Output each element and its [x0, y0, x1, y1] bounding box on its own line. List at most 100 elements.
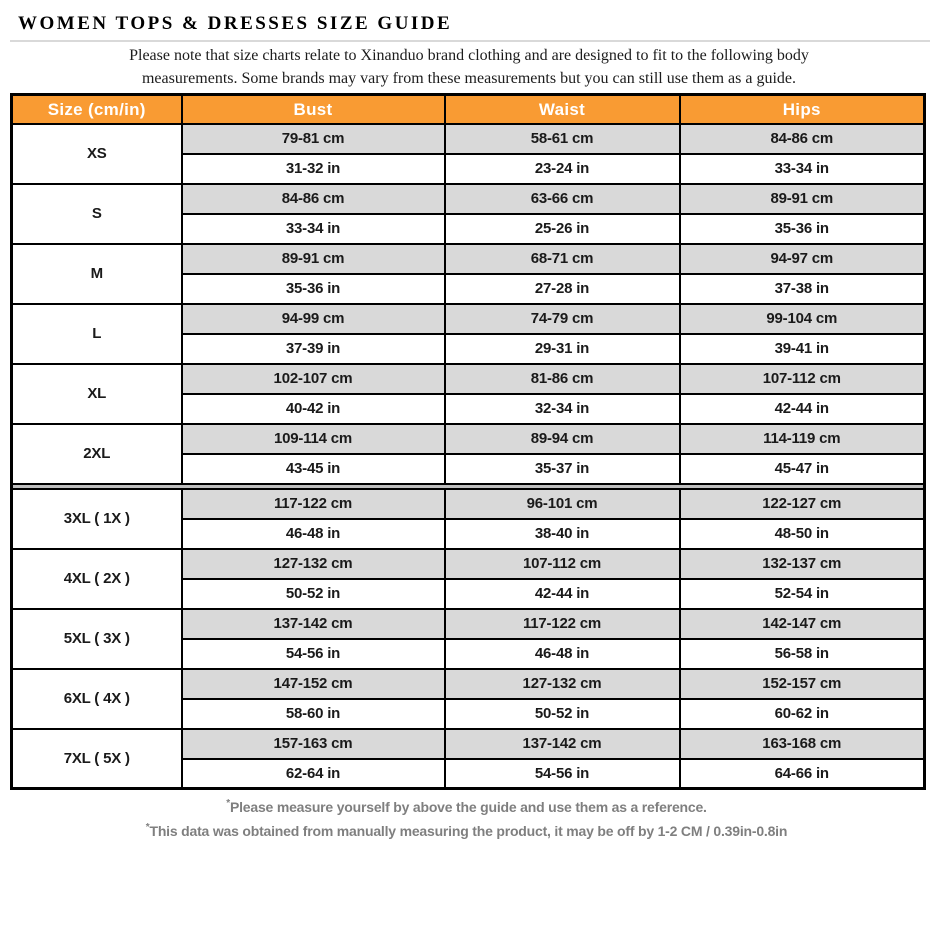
hips-cm-cell: 152-157 cm [678, 667, 926, 700]
waist-cm-cell: 89-94 cm [443, 422, 681, 455]
hips-in-cell: 39-41 in [678, 332, 926, 365]
header-row: Size (cm/in) Bust Waist Hips [10, 93, 926, 125]
column-header-size: Size (cm/in) [10, 93, 183, 125]
size-label-cell: S [10, 182, 183, 245]
size-row-cm: 6XL ( 4X ) 147-152 cm 127-132 cm 152-157… [10, 667, 926, 730]
hips-cm-cell: 142-147 cm [678, 607, 926, 640]
waist-in-cell: 35-37 in [443, 452, 681, 485]
footnotes: *Please measure yourself by above the gu… [10, 796, 923, 844]
size-table-header: Size (cm/in) Bust Waist Hips [10, 93, 926, 125]
size-row-in: 50-52 in 42-44 in 52-54 in [12, 577, 926, 610]
plus-size-separator [10, 482, 926, 490]
hips-cm-cell: 89-91 cm [678, 182, 926, 215]
size-row-in: 35-36 in 27-28 in 37-38 in [12, 272, 926, 305]
bust-cm-cell: 147-152 cm [180, 667, 446, 700]
bust-cm-cell: 94-99 cm [180, 302, 446, 335]
waist-in-cell: 25-26 in [443, 212, 681, 245]
hips-in-cell: 35-36 in [678, 212, 926, 245]
bust-in-cell: 35-36 in [180, 272, 446, 305]
size-row-in: 31-32 in 23-24 in 33-34 in [12, 152, 926, 185]
size-label-cell: M [10, 242, 183, 305]
size-label-cell: 4XL ( 2X ) [10, 547, 183, 610]
size-label-cell: L [10, 302, 183, 365]
hips-in-cell: 52-54 in [678, 577, 926, 610]
hips-in-cell: 45-47 in [678, 452, 926, 485]
waist-cm-cell: 68-71 cm [443, 242, 681, 275]
bust-in-cell: 62-64 in [180, 757, 446, 790]
bust-cm-cell: 137-142 cm [180, 607, 446, 640]
size-row-in: 46-48 in 38-40 in 48-50 in [12, 517, 926, 550]
waist-in-cell: 54-56 in [443, 757, 681, 790]
size-label-cell: XS [10, 122, 183, 185]
waist-cm-cell: 81-86 cm [443, 362, 681, 395]
bust-in-cell: 58-60 in [180, 697, 446, 730]
hips-cm-cell: 99-104 cm [678, 302, 926, 335]
bust-in-cell: 33-34 in [180, 212, 446, 245]
size-row-cm: S 84-86 cm 63-66 cm 89-91 cm [10, 182, 926, 245]
hips-cm-cell: 84-86 cm [678, 122, 926, 155]
bust-cm-cell: 84-86 cm [180, 182, 446, 215]
waist-in-cell: 23-24 in [443, 152, 681, 185]
waist-cm-cell: 127-132 cm [443, 667, 681, 700]
bust-cm-cell: 102-107 cm [180, 362, 446, 395]
size-row-in: 62-64 in 54-56 in 64-66 in [12, 757, 926, 790]
waist-cm-cell: 117-122 cm [443, 607, 681, 640]
intro-line-1: Please note that size charts relate to X… [129, 47, 809, 64]
size-label-cell: XL [10, 362, 183, 425]
size-label-cell: 3XL ( 1X ) [10, 487, 183, 550]
waist-in-cell: 50-52 in [443, 697, 681, 730]
hips-in-cell: 33-34 in [678, 152, 926, 185]
hips-cm-cell: 122-127 cm [678, 487, 926, 520]
bust-cm-cell: 117-122 cm [180, 487, 446, 520]
bust-cm-cell: 127-132 cm [180, 547, 446, 580]
waist-in-cell: 27-28 in [443, 272, 681, 305]
waist-in-cell: 42-44 in [443, 577, 681, 610]
footnote-measure-reference: *Please measure yourself by above the gu… [226, 798, 707, 816]
size-guide-table: Size (cm/in) Bust Waist Hips XS 79-81 cm… [10, 93, 926, 791]
hips-cm-cell: 107-112 cm [678, 362, 926, 395]
size-row-cm: 7XL ( 5X ) 157-163 cm 137-142 cm 163-168… [10, 727, 926, 790]
size-row-in: 33-34 in 25-26 in 35-36 in [12, 212, 926, 245]
hips-in-cell: 56-58 in [678, 637, 926, 670]
footnote-data-accuracy: *This data was obtained from manually me… [145, 822, 788, 840]
bust-in-cell: 46-48 in [180, 517, 446, 550]
hips-in-cell: 60-62 in [678, 697, 926, 730]
hips-cm-cell: 114-119 cm [678, 422, 926, 455]
size-row-cm: M 89-91 cm 68-71 cm 94-97 cm [10, 242, 926, 305]
hips-cm-cell: 163-168 cm [678, 727, 926, 760]
title-divider [10, 40, 930, 42]
bust-cm-cell: 157-163 cm [180, 727, 446, 760]
size-row-in: 40-42 in 32-34 in 42-44 in [12, 392, 926, 425]
hips-in-cell: 64-66 in [678, 757, 926, 790]
footnote-asterisk: * [145, 822, 150, 834]
size-row-cm: 5XL ( 3X ) 137-142 cm 117-122 cm 142-147… [10, 607, 926, 670]
size-row-cm: XS 79-81 cm 58-61 cm 84-86 cm [10, 122, 926, 185]
waist-cm-cell: 137-142 cm [443, 727, 681, 760]
waist-in-cell: 29-31 in [443, 332, 681, 365]
page-title: WOMEN TOPS & DRESSES SIZE GUIDE [18, 13, 453, 34]
intro-text: Please note that size charts relate to X… [4, 45, 934, 90]
size-row-cm: 3XL ( 1X ) 117-122 cm 96-101 cm 122-127 … [10, 487, 926, 550]
hips-in-cell: 37-38 in [678, 272, 926, 305]
size-row-in: 54-56 in 46-48 in 56-58 in [12, 637, 926, 670]
column-header-bust: Bust [180, 93, 446, 125]
waist-cm-cell: 74-79 cm [443, 302, 681, 335]
bust-cm-cell: 89-91 cm [180, 242, 446, 275]
size-row-cm: L 94-99 cm 74-79 cm 99-104 cm [10, 302, 926, 365]
bust-cm-cell: 79-81 cm [180, 122, 446, 155]
waist-cm-cell: 96-101 cm [443, 487, 681, 520]
column-header-hips: Hips [678, 93, 926, 125]
hips-cm-cell: 94-97 cm [678, 242, 926, 275]
footnote-asterisk: * [226, 798, 230, 810]
size-row-in: 37-39 in 29-31 in 39-41 in [12, 332, 926, 365]
size-table-body: XS 79-81 cm 58-61 cm 84-86 cm 31-32 in 2… [10, 122, 926, 790]
bust-in-cell: 37-39 in [180, 332, 446, 365]
bust-in-cell: 50-52 in [180, 577, 446, 610]
waist-cm-cell: 63-66 cm [443, 182, 681, 215]
size-label-cell: 2XL [10, 422, 183, 485]
size-row-cm: XL 102-107 cm 81-86 cm 107-112 cm [10, 362, 926, 425]
bust-cm-cell: 109-114 cm [180, 422, 446, 455]
size-row-cm: 2XL 109-114 cm 89-94 cm 114-119 cm [10, 422, 926, 485]
waist-in-cell: 46-48 in [443, 637, 681, 670]
bust-in-cell: 43-45 in [180, 452, 446, 485]
